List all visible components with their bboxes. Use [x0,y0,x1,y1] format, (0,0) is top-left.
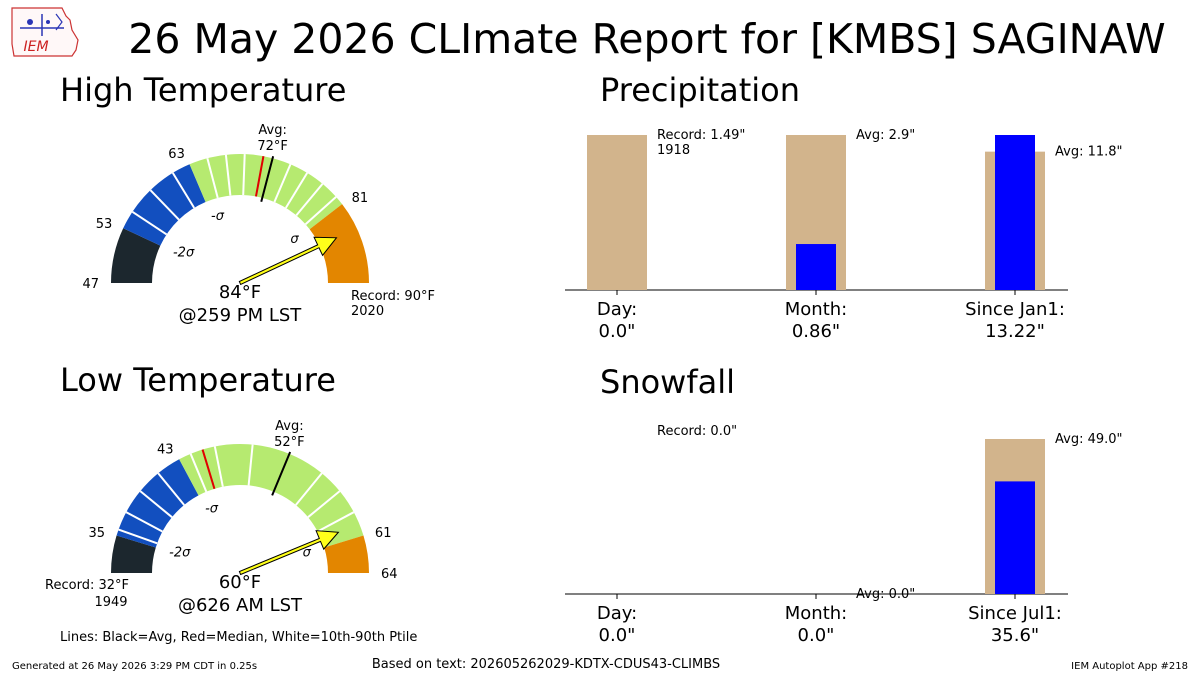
observed-time: @626 AM LST [178,595,303,616]
sigma-label: -2σ [169,546,191,561]
avg-value-label: 52°F [274,435,305,450]
reference-label: Avg: 2.9" [856,128,915,143]
reference-label: Avg: 49.0" [1055,432,1123,447]
value-label: 0.0" [599,625,636,646]
reference-label: Record: 0.0" [657,424,737,439]
value-label: 0.0" [798,625,835,646]
page-title: 26 May 2026 CLImate Report for [KMBS] SA… [128,15,1165,63]
percentile-line [242,154,246,196]
observed-time: @259 PM LST [179,305,303,326]
gauge-zone-blue [116,459,199,548]
record-label: Record: 90°F [351,289,435,304]
percentile-line [317,511,355,533]
snow-title: Snowfall [600,363,735,401]
percentile-line [206,157,219,199]
observed-value: 60°F [219,572,261,593]
high-temp-gauge: 47 53 63 81 -2σ -σ σ Avg:72°F 84°F@259 PM LST Rec… [82,123,435,326]
reference-label: Avg: 11.8" [1055,145,1123,160]
footer-source: Based on text: 202605262029-KDTX-CDUS43-… [372,657,720,672]
value-label: 13.22" [985,321,1045,342]
footer-app: IEM Autoplot App #218 [1071,661,1188,672]
gauge-zone-orange [309,204,369,283]
record-label: Record: 32°F [45,578,129,593]
precip-chart: Day:0.0" Record: 1.49" 1918 Month:0.86" Avg:… [565,128,1123,342]
record-year: 1949 [94,595,127,610]
gauge-zone-orange [324,535,369,573]
percentile-line [171,172,196,209]
sigma-label: σ [290,232,299,247]
observed-value: 84°F [219,282,261,303]
gauge-zone-dark [111,535,156,573]
percentile-line [247,444,254,486]
percentile-line [149,189,180,221]
category-label: Day: [597,603,637,624]
avg-value-label: 72°F [257,139,288,154]
percentile-line [189,453,208,493]
category-label: Since Jan1: [965,299,1065,320]
gauge-tick-label: 61 [375,526,392,541]
observed-bar [796,244,836,290]
median-line [201,449,216,490]
footer-generated: Generated at 26 May 2026 3:29 PM CDT in … [12,661,257,672]
gauge-tick-label: 53 [96,217,113,232]
percentile-line [224,154,232,196]
percentile-line [284,172,309,209]
logo-text: IEM [23,39,48,55]
median-line [255,155,265,197]
observed-arrow [238,236,338,286]
avg-label: Avg: [258,123,286,138]
sigma-label: -2σ [173,246,195,261]
gauge-zone-green [179,444,364,548]
reference-label: Record: 1.49" 1918 [657,128,745,158]
precip-title: Precipitation [600,71,800,109]
value-label: 0.86" [792,321,840,342]
observed-bar [995,135,1035,290]
snow-chart: Day:0.0"Record: 0.0"Month:0.0"Avg: 0.0"S… [565,424,1123,646]
percentile-line [307,490,341,518]
gauge-tick-label: 63 [168,147,185,162]
category-label: Since Jul1: [968,603,1062,624]
gauge-tick-label: 81 [352,191,369,206]
high-temp-title: High Temperature [60,71,346,109]
gauge-tick-label: 47 [82,277,99,292]
sigma-label: -σ [205,502,219,517]
percentile-line [131,210,168,236]
observed-bar [995,481,1035,594]
percentile-line [118,528,158,545]
reference-label: Avg: 0.0" [856,587,915,602]
sigma-label: σ [303,546,312,561]
percentile-line [273,163,292,203]
percentile-line [295,183,324,216]
category-label: Month: [785,299,847,320]
observed-arrow [238,530,340,576]
avg-line [271,451,292,496]
percentile-line [304,196,337,226]
value-label: 35.6" [991,625,1039,646]
sigma-label: -σ [211,209,225,224]
gauge-tick-label: 43 [157,443,174,458]
value-label: 0.0" [599,321,636,342]
percentile-line [125,511,163,533]
percentile-line [157,472,185,506]
reference-bar [587,135,647,290]
low-temp-title: Low Temperature [60,361,336,399]
category-label: Day: [597,299,637,320]
gauge-tick-label: 64 [381,567,398,582]
percentile-line [139,490,173,518]
gauge-tick-label: 35 [89,526,106,541]
legend-note: Lines: Black=Avg, Red=Median, White=10th… [60,630,417,645]
record-year: 2020 [351,304,384,319]
gauge-zone-dark [111,228,161,283]
percentile-line [213,446,224,487]
avg-line [260,156,275,202]
low-temp-gauge: 35 43 61 64 -2σ -σ σ Avg:52°F 60°F@626 AM LST Rec… [45,419,398,616]
avg-label: Avg: [275,419,303,434]
category-label: Month: [785,603,847,624]
iem-logo: IEM [11,7,79,57]
percentile-line [295,472,323,506]
